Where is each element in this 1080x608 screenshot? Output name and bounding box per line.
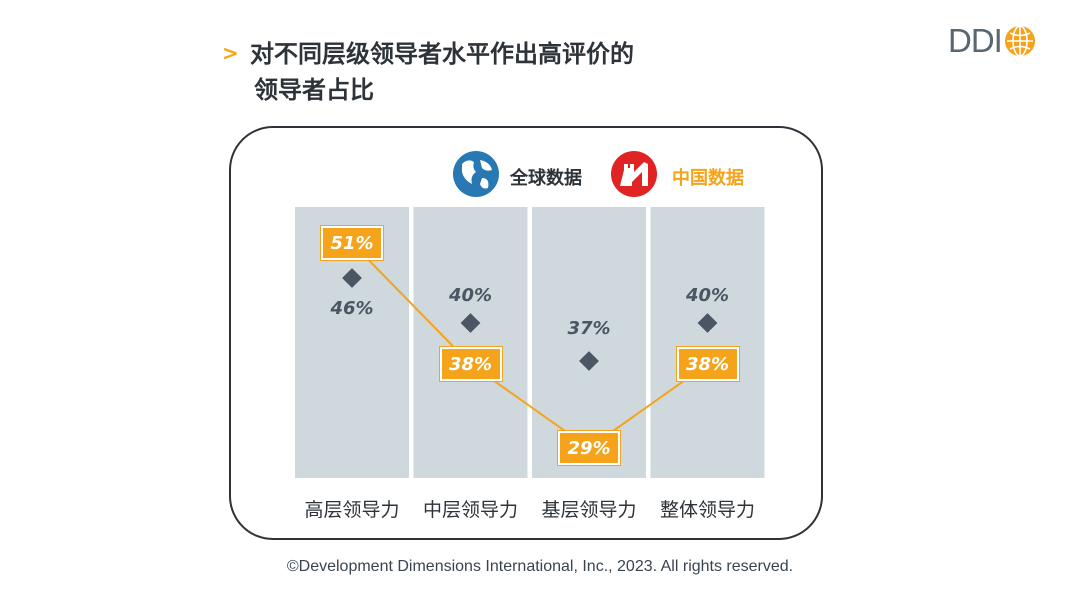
global-diamond-marker — [697, 313, 718, 333]
title-line-2: 领导者占比 — [254, 76, 374, 104]
title-arrow-icon: > — [222, 41, 239, 65]
category-column — [413, 207, 528, 478]
category-label: 中层领导力 — [422, 499, 518, 521]
page-title: 对不同层级领导者水平作出高评价的 领导者占比 — [250, 36, 770, 108]
china-series-line — [351, 242, 709, 450]
ddi-logo: DDI — [948, 22, 1037, 60]
logo-globe-icon — [1004, 25, 1035, 57]
great-wall-icon — [611, 151, 657, 197]
globe-icon — [453, 151, 499, 197]
global-data-label: 37% — [567, 318, 611, 339]
china-data-label: 38% — [438, 346, 503, 383]
china-data-label: 29% — [557, 430, 621, 466]
copyright-text: ©Development Dimensions International, I… — [286, 558, 794, 575]
category-label: 整体领导力 — [659, 499, 755, 521]
title-line-1: 对不同层级领导者水平作出高评价的 — [250, 40, 634, 68]
category-column — [650, 207, 765, 478]
global-data-label: 40% — [448, 285, 493, 306]
category-label: 高层领导力 — [304, 499, 400, 521]
china-data-label: 38% — [675, 346, 740, 383]
legend-china-label: 中国数据 — [672, 168, 744, 189]
global-diamond-marker — [460, 313, 481, 333]
global-data-label: 46% — [330, 298, 374, 319]
logo-text: DDI — [948, 22, 1003, 59]
chart-frame — [229, 126, 823, 540]
category-label: 基层领导力 — [541, 499, 637, 521]
china-data-label: 51% — [320, 225, 384, 261]
global-diamond-marker — [342, 268, 362, 288]
global-data-label: 40% — [685, 285, 730, 306]
global-diamond-marker — [579, 351, 599, 371]
legend-global-label: 全球数据 — [510, 168, 582, 189]
